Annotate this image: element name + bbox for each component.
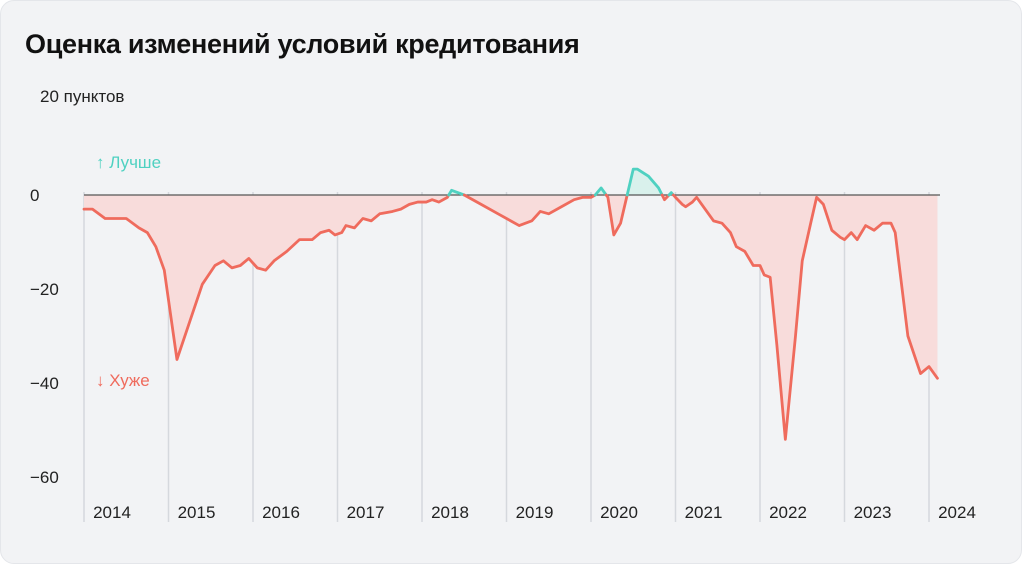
area-fills [84,169,938,440]
negative-area [464,195,596,226]
series-line-positive [593,186,608,197]
x-tick-label: 2014 [93,503,131,522]
series-line-negative [604,193,629,237]
x-tick-label: 2020 [600,503,638,522]
negative-area [606,195,628,235]
x-tick-label: 2016 [262,503,300,522]
worse-annotation: ↓ Хуже [96,371,150,390]
y-unit-label: 20 пунктов [40,87,125,106]
x-tick-label: 2015 [178,503,216,522]
series-line-negative [462,193,597,227]
better-annotation: ↑ Лучше [96,153,161,172]
negative-area [84,195,449,360]
series-lines [82,167,939,441]
y-tick-label: 0 [30,186,39,205]
chart-title: Оценка изменений условий кредитования [25,29,580,59]
series-line-negative [660,193,671,202]
positive-area [627,169,663,195]
x-axis-ticks: 2014 2015 2016 2017 2018 2019 2020 2021 2022 2023… [93,503,976,522]
x-tick-label: 2017 [347,503,385,522]
x-tick-label: 2023 [854,503,892,522]
x-tick-label: 2024 [938,503,976,522]
x-tick-label: 2021 [685,503,723,522]
x-tick-label: 2018 [431,503,469,522]
y-tick-label: −20 [30,280,59,299]
negative-area [673,195,938,440]
y-tick-label: −40 [30,374,59,393]
series-line-negative [671,193,939,441]
series-line-negative [82,193,451,361]
series-line-positive [447,188,466,197]
x-tick-label: 2019 [516,503,554,522]
series-line-positive [625,167,664,197]
y-axis-ticks: 0 −20 −40 −60 [30,186,59,487]
y-tick-label: −60 [30,468,59,487]
x-tick-label: 2022 [769,503,807,522]
